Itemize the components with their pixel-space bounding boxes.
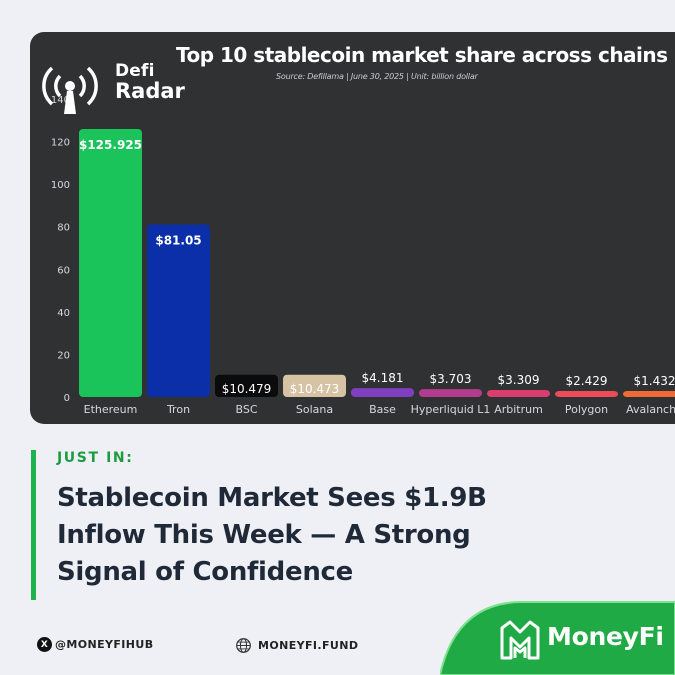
logo-text-radar: Radar	[115, 79, 185, 103]
radar-antenna-icon	[42, 66, 98, 114]
x-tick-label: Arbitrum	[494, 403, 543, 416]
y-tick-label: 120	[51, 138, 70, 149]
y-tick-label: 80	[57, 223, 70, 234]
bar-chart: 0 20 40 60 80 100 120 140 Ethereum $125.925 Tron $8…	[51, 95, 675, 416]
x-icon: X	[37, 637, 52, 652]
twitter-handle-text: @MONEYFIHUB	[55, 638, 154, 651]
globe-icon	[236, 638, 251, 653]
y-tick-label: 100	[51, 180, 70, 191]
accent-bar	[31, 450, 36, 600]
bar	[147, 224, 210, 397]
data-label: $10.479	[222, 382, 272, 396]
bar	[283, 374, 346, 397]
bar	[351, 388, 414, 397]
data-label: $2.429	[566, 374, 608, 388]
chart-subtitle: Source: Defillama | June 30, 2025 | Unit…	[276, 72, 478, 81]
bar	[555, 391, 618, 397]
brand-panel	[440, 601, 675, 675]
y-tick-label: 0	[64, 393, 70, 404]
data-label: $3.703	[430, 372, 472, 386]
website-text: MONEYFI.FUND	[258, 639, 359, 652]
logo-text-defi: Defi	[115, 61, 155, 81]
bar	[623, 391, 675, 397]
kicker-label: JUST IN:	[57, 450, 134, 466]
data-label: $4.181	[362, 371, 404, 385]
chart-card: 0 20 40 60 80 100 120 140 Ethereum $125.925 Tron $8…	[30, 32, 675, 424]
bar	[79, 128, 142, 397]
x-tick-label: BSC	[235, 403, 257, 416]
y-tick-label: 140	[51, 95, 70, 106]
bar	[215, 374, 278, 397]
bar	[419, 389, 482, 397]
moneyfi-logo-icon	[500, 620, 540, 660]
y-tick-label: 40	[57, 308, 70, 319]
website-link[interactable]: MONEYFI.FUND	[235, 637, 358, 654]
headline: Stablecoin Market Sees $1.9B Inflow This…	[57, 483, 487, 587]
data-label: $1.432	[634, 374, 675, 388]
bar	[487, 389, 550, 397]
y-tick-label: 20	[57, 350, 70, 361]
x-tick-label: Tron	[166, 403, 190, 416]
brand-name: MoneyFi	[547, 622, 664, 651]
x-tick-label: Avalanche	[626, 403, 675, 416]
data-label: $81.05	[155, 233, 201, 247]
data-label: $10.473	[290, 382, 340, 396]
twitter-handle[interactable]: X @MONEYFIHUB	[37, 637, 154, 652]
x-tick-label: Base	[369, 403, 396, 416]
x-tick-label: Ethereum	[84, 403, 138, 416]
chart-title: Top 10 stablecoin market share across ch…	[176, 43, 668, 67]
x-tick-label: Hyperliquid L1	[411, 403, 491, 416]
data-label: $125.925	[79, 138, 142, 152]
x-tick-label: Polygon	[565, 403, 608, 416]
data-label: $3.309	[498, 373, 540, 387]
y-tick-label: 60	[57, 265, 70, 276]
x-tick-label: Solana	[296, 403, 333, 416]
